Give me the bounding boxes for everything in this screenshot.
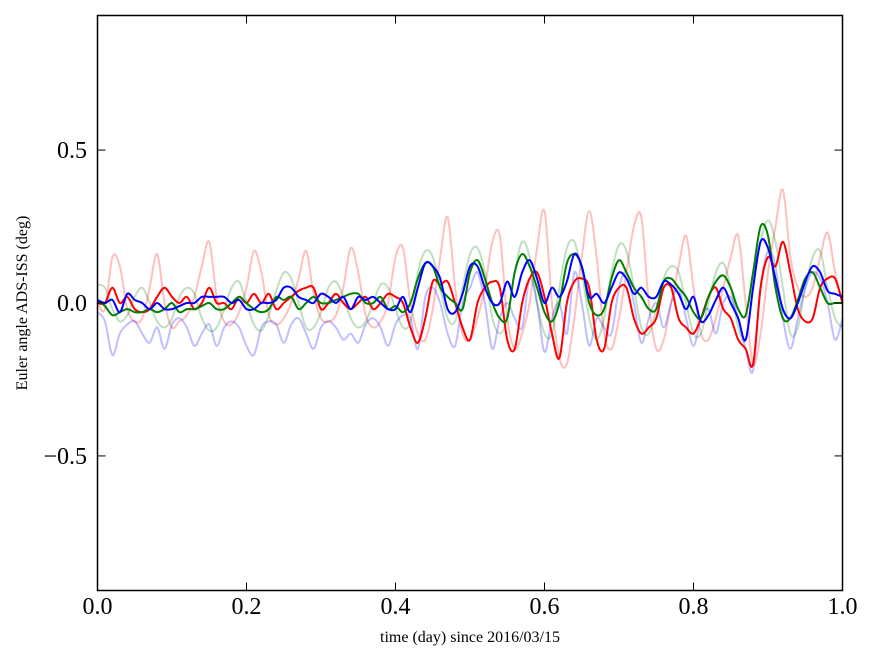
x-tick-label: 0.2 — [232, 594, 262, 620]
series-line-4 — [96, 222, 843, 324]
series-line-5 — [97, 238, 843, 342]
x-tick-label: 1.0 — [828, 594, 858, 620]
x-tick-label: 0.8 — [679, 594, 709, 620]
x-tick-label: 0.4 — [381, 594, 411, 620]
x-tick-label: 0.6 — [530, 594, 560, 620]
x-tick-label: 0.0 — [83, 594, 113, 620]
y-tick-label: −0.5 — [43, 444, 87, 470]
x-axis-label: time (day) since 2016/03/15 — [380, 629, 560, 646]
y-axis-label: Euler angle ADS-ISS (deg) — [14, 216, 31, 391]
faint-series-line-0 — [96, 188, 844, 369]
y-tick-label: 0.0 — [57, 291, 87, 317]
series-layer — [96, 188, 844, 374]
faint-series-line-1 — [97, 219, 844, 343]
faint-series-line-2 — [96, 249, 844, 374]
y-tick-label: 0.5 — [57, 138, 87, 164]
tick-layer: 0.0 0.2 0.4 0.6 0.8 1.0 −0.5 0.0 0.5 — [43, 15, 858, 620]
